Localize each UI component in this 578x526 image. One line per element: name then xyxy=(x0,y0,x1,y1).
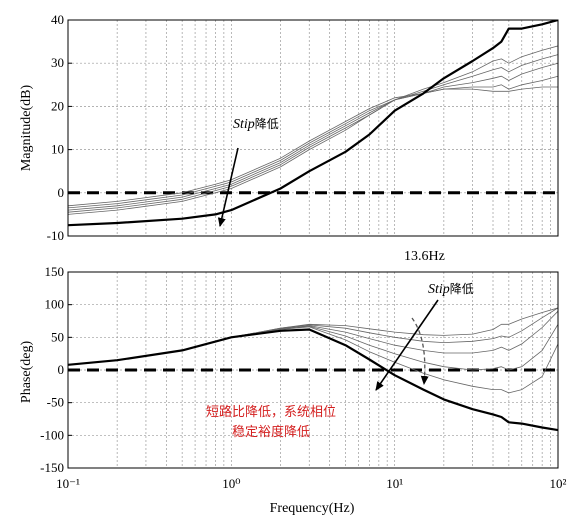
frequency-x-tick-label: 10¹ xyxy=(386,476,403,491)
phase-margin-dashed-arrow xyxy=(411,317,429,385)
frequency-x-tick-label: 10² xyxy=(550,476,567,491)
phase-y-tick-label: 50 xyxy=(51,329,64,344)
phase-stip-italic: Stip xyxy=(428,282,450,297)
phase-note-line-2: 稳定裕度降低 xyxy=(232,424,310,440)
phase-stip-arrow xyxy=(375,299,439,391)
phase-stip-annotation: Stip降低 xyxy=(428,282,474,297)
phase-y-axis-label: Phase(deg) xyxy=(19,341,34,404)
magnitude-y-tick-label: 0 xyxy=(58,185,65,200)
frequency-x-tick-label: 10⁻¹ xyxy=(56,476,80,491)
phase-series-6-line xyxy=(68,328,558,432)
frequency-13-6hz-label: 13.6Hz xyxy=(404,249,445,264)
magnitude-y-tick-label: 10 xyxy=(51,142,64,157)
phase-y-tick-labels: 150 100 50 0 -50 -100 -150 xyxy=(40,264,72,475)
phase-series-group xyxy=(68,307,558,432)
magnitude-stip-italic: Stip xyxy=(233,117,255,132)
magnitude-y-tick-label: -10 xyxy=(47,228,64,243)
magnitude-y-tick-label: 20 xyxy=(51,98,64,113)
phase-y-tick-label: -100 xyxy=(40,427,64,442)
magnitude-y-axis-label: Magnitude(dB) xyxy=(19,85,34,172)
magnitude-plot: 40 30 20 10 0 -10 Magnitude(dB) Stip降低 13.6Hz xyxy=(19,12,559,264)
magnitude-stip-arrow xyxy=(217,147,239,227)
magnitude-plot-frame xyxy=(67,19,559,237)
phase-gridlines xyxy=(68,272,558,468)
phase-y-tick-label: 0 xyxy=(58,362,65,377)
phase-series-5-line xyxy=(68,326,558,394)
frequency-x-tick-label: 10⁰ xyxy=(222,476,240,491)
phase-y-tick-label: -150 xyxy=(40,460,64,475)
magnitude-series-6-line xyxy=(68,20,558,227)
magnitude-y-tick-label: 30 xyxy=(51,55,64,70)
frequency-x-axis-label: Frequency(Hz) xyxy=(270,501,355,516)
magnitude-series-3-line xyxy=(68,62,558,211)
magnitude-stip-suffix: 降低 xyxy=(255,117,279,131)
phase-y-tick-label: 150 xyxy=(45,264,65,279)
magnitude-y-tick-label: 40 xyxy=(51,12,64,27)
phase-plot: 150 100 50 0 -50 -100 -150 10⁻¹ 10⁰ 10¹ 10² Phase… xyxy=(19,264,567,516)
magnitude-series-group xyxy=(68,20,558,227)
magnitude-series-4-line xyxy=(68,54,558,213)
phase-y-tick-label: 100 xyxy=(45,297,65,312)
magnitude-series-5-line xyxy=(68,45,558,215)
magnitude-series-2-line xyxy=(68,75,558,209)
magnitude-y-tick-labels: 40 30 20 10 0 -10 xyxy=(47,12,72,243)
magnitude-series-1-line xyxy=(68,86,558,207)
phase-y-tick-label: -50 xyxy=(47,395,64,410)
magnitude-stip-annotation: Stip降低 xyxy=(233,117,279,132)
phase-stip-suffix: 降低 xyxy=(450,282,474,296)
frequency-x-tick-labels: 10⁻¹ 10⁰ 10¹ 10² xyxy=(56,476,566,491)
phase-note-line-1: 短路比降低，系统相位 xyxy=(206,404,336,420)
